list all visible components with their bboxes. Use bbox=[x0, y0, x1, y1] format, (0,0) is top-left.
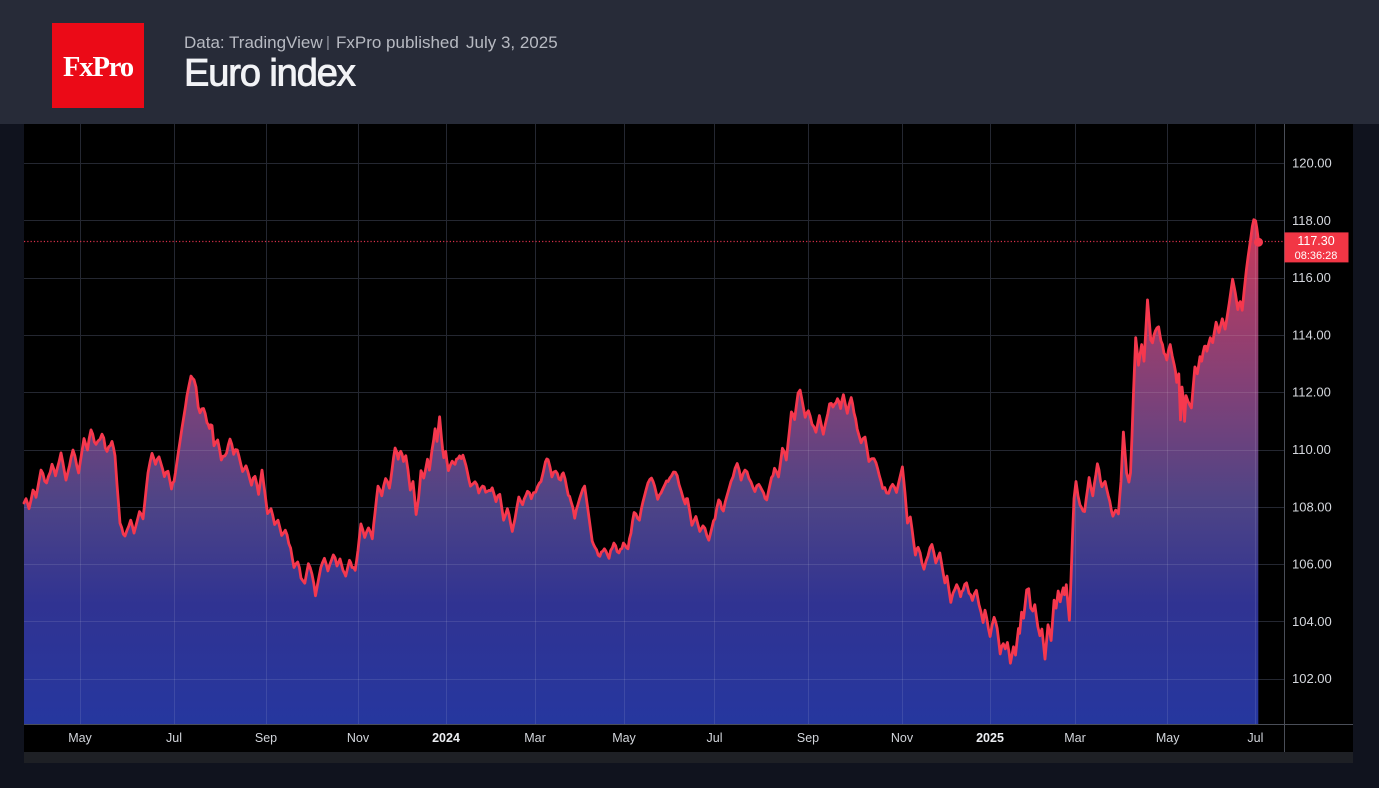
svg-text:2025: 2025 bbox=[976, 731, 1004, 745]
svg-text:08:36:28: 08:36:28 bbox=[1295, 250, 1338, 262]
svg-text:117.30: 117.30 bbox=[1297, 234, 1334, 248]
svg-text:2024: 2024 bbox=[432, 731, 460, 745]
svg-text:110.00: 110.00 bbox=[1292, 442, 1331, 457]
svg-text:108.00: 108.00 bbox=[1292, 499, 1332, 514]
svg-text:118.00: 118.00 bbox=[1292, 213, 1331, 228]
svg-text:Euro index: Euro index bbox=[184, 53, 356, 95]
svg-text:FxPro: FxPro bbox=[63, 52, 134, 83]
svg-text:102.00: 102.00 bbox=[1292, 671, 1332, 686]
svg-text:104.00: 104.00 bbox=[1292, 614, 1332, 629]
svg-text:FxPro published: FxPro published bbox=[336, 33, 459, 52]
svg-text:112.00: 112.00 bbox=[1292, 385, 1331, 400]
svg-text:Sep: Sep bbox=[797, 731, 819, 745]
svg-text:Jul: Jul bbox=[1247, 731, 1263, 745]
svg-text:Mar: Mar bbox=[1064, 731, 1086, 745]
svg-text:May: May bbox=[68, 731, 92, 745]
svg-text:Jul: Jul bbox=[707, 731, 723, 745]
svg-text:Nov: Nov bbox=[347, 731, 370, 745]
svg-text:|: | bbox=[326, 34, 330, 51]
svg-text:Data: TradingView: Data: TradingView bbox=[184, 33, 323, 52]
svg-text:116.00: 116.00 bbox=[1292, 270, 1331, 285]
svg-text:Mar: Mar bbox=[524, 731, 546, 745]
svg-text:July 3, 2025: July 3, 2025 bbox=[466, 33, 558, 52]
svg-text:May: May bbox=[612, 731, 636, 745]
svg-text:Nov: Nov bbox=[891, 731, 914, 745]
svg-text:114.00: 114.00 bbox=[1292, 327, 1331, 342]
svg-text:May: May bbox=[1156, 731, 1180, 745]
svg-text:106.00: 106.00 bbox=[1292, 557, 1332, 572]
svg-text:120.00: 120.00 bbox=[1292, 156, 1332, 171]
svg-text:Sep: Sep bbox=[255, 731, 277, 745]
svg-text:Jul: Jul bbox=[166, 731, 182, 745]
